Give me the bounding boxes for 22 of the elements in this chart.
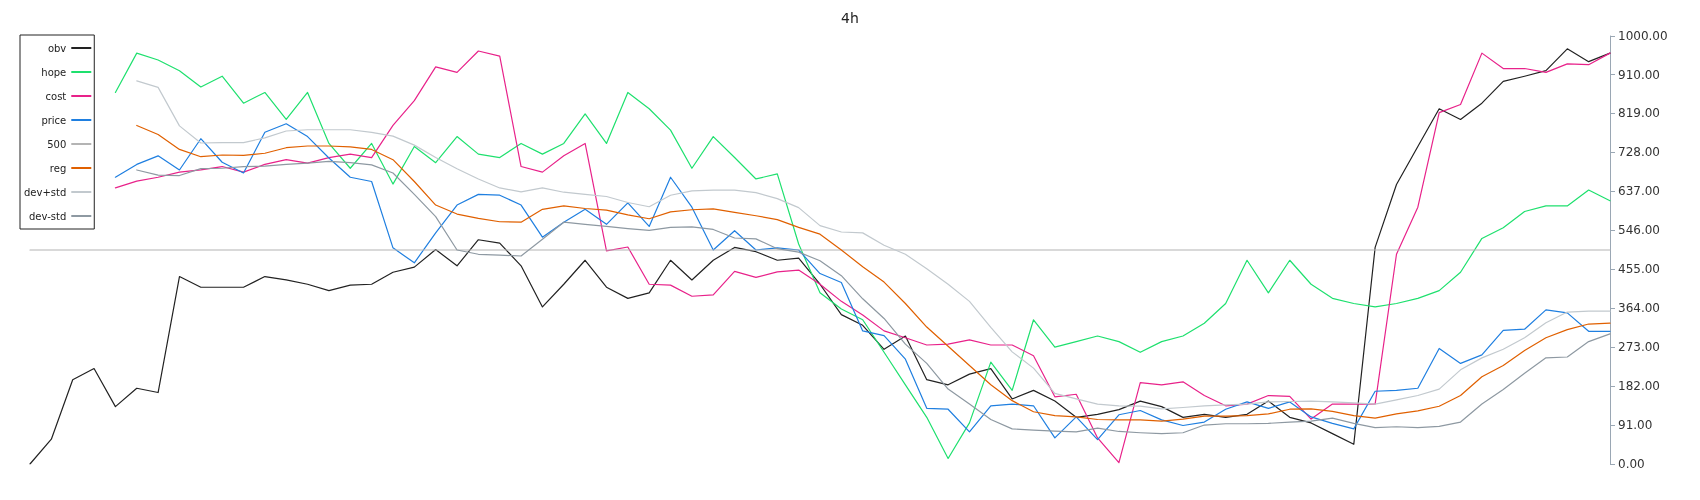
y-tick-label: 91.00 xyxy=(1618,418,1653,433)
y-tick-label: 364.00 xyxy=(1618,301,1660,316)
y-tick-label: 819.00 xyxy=(1618,106,1660,121)
y-tick-label: 910.00 xyxy=(1618,67,1660,82)
y-tick-label: 0.00 xyxy=(1618,457,1645,471)
y-tick-label: 637.00 xyxy=(1618,184,1660,199)
y-tick-label: 182.00 xyxy=(1618,379,1660,394)
legend-label: dev+std xyxy=(23,186,67,198)
legend-label: hope xyxy=(41,66,67,78)
y-tick-label: 273.00 xyxy=(1618,340,1660,355)
chart-title: 4h xyxy=(841,10,859,26)
y-tick-label: 455.00 xyxy=(1618,262,1660,277)
legend-label: obv xyxy=(47,42,67,54)
line-series xyxy=(136,80,1611,410)
y-tick-label: 728.00 xyxy=(1618,145,1660,160)
legend-label: price xyxy=(41,114,67,126)
legend-label: dev-std xyxy=(29,210,67,222)
y-tick-label: 1000.00 xyxy=(1618,29,1668,43)
legend-label: cost xyxy=(45,90,67,102)
legend-label: reg xyxy=(49,162,67,174)
legend-label: 500 xyxy=(47,138,67,150)
y-tick-label: 546.00 xyxy=(1618,223,1660,238)
